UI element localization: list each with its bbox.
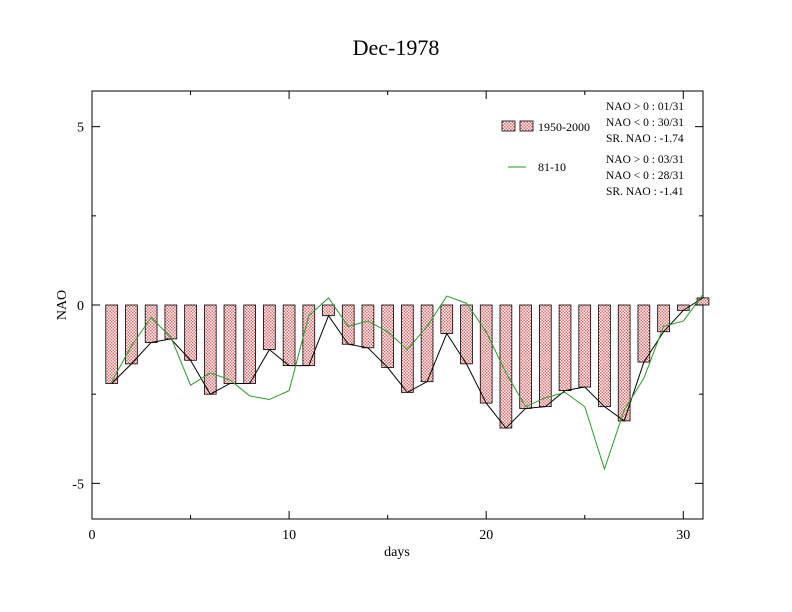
stats-81-10: NAO > 0 : 03/31 NAO < 0 : 28/31 SR. NAO … bbox=[606, 154, 684, 198]
bar-day-1 bbox=[105, 304, 119, 384]
y-tick-label: 5 bbox=[77, 121, 84, 136]
legend-label-81-10: 81-10 bbox=[538, 160, 566, 174]
stat-line: SR. NAO : -1.41 bbox=[606, 186, 684, 198]
x-axis-label: days bbox=[384, 545, 410, 560]
bar-day-14 bbox=[361, 304, 375, 349]
y-axis-label: NAO bbox=[55, 290, 70, 320]
bar-day-8 bbox=[243, 304, 256, 384]
bar-day-28 bbox=[637, 304, 651, 363]
x-tick-label: 10 bbox=[282, 528, 296, 543]
y-tick-label: 0 bbox=[77, 299, 84, 314]
bar-day-19 bbox=[460, 304, 473, 365]
bar-day-20 bbox=[479, 304, 493, 404]
bar-day-9 bbox=[263, 304, 276, 350]
bar-day-15 bbox=[381, 304, 394, 368]
legend-swatch-bar bbox=[501, 120, 516, 132]
bar-day-5 bbox=[184, 304, 197, 361]
bar-day-2 bbox=[125, 304, 138, 365]
bar-day-6 bbox=[203, 304, 217, 395]
stat-line: SR. NAO : -1.74 bbox=[606, 133, 684, 145]
bar-day-18 bbox=[440, 304, 454, 334]
bar-day-10 bbox=[282, 304, 296, 367]
y-tick-label: -5 bbox=[72, 477, 84, 492]
bar-day-23 bbox=[539, 304, 552, 408]
line-series-81-10 bbox=[111, 294, 704, 471]
bar-day-31 bbox=[696, 297, 710, 306]
legend-label-1950-2000: 1950-2000 bbox=[538, 120, 590, 134]
bar-day-22 bbox=[519, 304, 532, 409]
bar-day-7 bbox=[223, 304, 237, 384]
legend: 1950-2000 81-10 bbox=[501, 120, 590, 174]
stat-line: NAO < 0 : 28/31 bbox=[606, 170, 684, 182]
bar-day-26 bbox=[598, 304, 611, 408]
stat-line: NAO > 0 : 03/31 bbox=[606, 154, 684, 166]
bar-series-1950-2000 bbox=[105, 297, 710, 429]
axis-ticks: 0 10 20 30 -5 0 5 bbox=[72, 91, 703, 543]
x-tick-label: 20 bbox=[479, 528, 493, 543]
line-series bbox=[111, 294, 704, 471]
bar-day-11 bbox=[302, 304, 316, 367]
bar-day-4 bbox=[164, 304, 178, 340]
bar-day-24 bbox=[558, 304, 572, 391]
bar-day-17 bbox=[420, 304, 434, 383]
x-tick-label: 30 bbox=[676, 528, 690, 543]
stat-line: NAO > 0 : 01/31 bbox=[606, 101, 684, 113]
line-series-black bbox=[111, 297, 704, 429]
stat-line: NAO < 0 : 30/31 bbox=[606, 117, 684, 129]
x-tick-label: 0 bbox=[89, 528, 96, 543]
bar-day-12 bbox=[322, 304, 335, 317]
bar-day-21 bbox=[499, 304, 513, 429]
stats-1950-2000: NAO > 0 : 01/31 NAO < 0 : 30/31 SR. NAO … bbox=[606, 101, 684, 145]
bar-day-25 bbox=[578, 304, 592, 388]
bar-day-16 bbox=[401, 304, 414, 393]
legend-swatch-bar-2 bbox=[519, 120, 534, 132]
chart-title: Dec-1978 bbox=[353, 35, 440, 60]
